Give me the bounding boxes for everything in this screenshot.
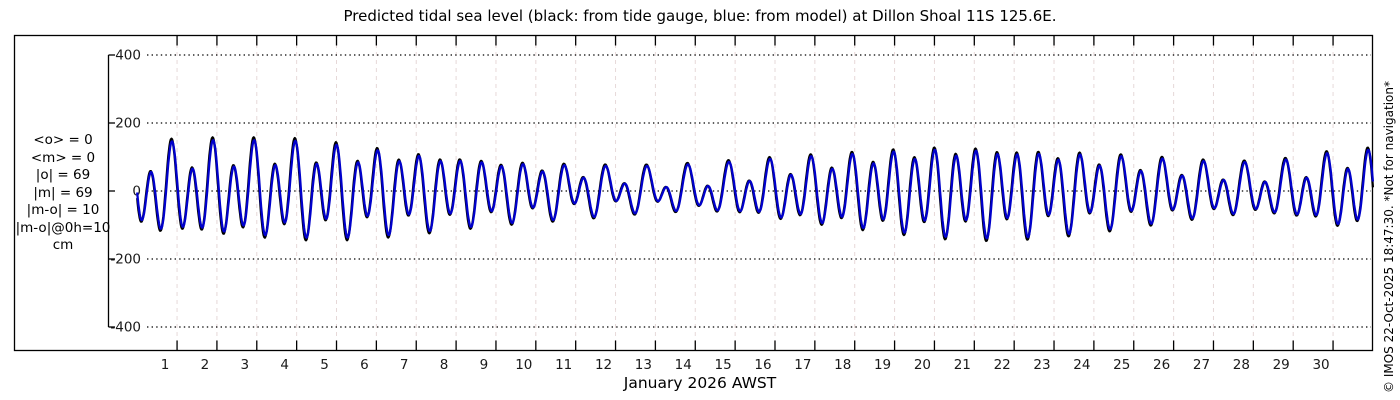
x-tick-label: 1 xyxy=(161,357,170,373)
x-tick-label: 7 xyxy=(400,357,409,373)
x-tick-label: 5 xyxy=(320,357,329,373)
x-tick-label: 11 xyxy=(555,357,572,373)
stat-line: |m| = 69 xyxy=(33,184,93,201)
x-tick-label: 16 xyxy=(754,357,771,373)
x-tick-label: 12 xyxy=(595,357,612,373)
stat-line: |m-o|@0h=10 xyxy=(15,219,111,236)
stat-line: cm xyxy=(52,237,74,253)
stat-line: <m> = 0 xyxy=(30,149,96,166)
x-tick-label: 21 xyxy=(954,357,971,373)
x-tick-label: 24 xyxy=(1073,357,1090,373)
x-tick-label: 8 xyxy=(440,357,449,373)
x-tick-label: 2 xyxy=(201,357,210,373)
x-tick-label: 19 xyxy=(874,357,891,373)
x-tick-label: 4 xyxy=(280,357,289,373)
x-tick-label: 30 xyxy=(1312,357,1329,373)
model-series-line xyxy=(136,139,1375,240)
copyright-watermark: © IMOS 22-Oct-2025 18:47:30. *Not for na… xyxy=(1382,81,1396,393)
y-tick-label: -200 xyxy=(110,252,141,268)
stat-line: <o> = 0 xyxy=(33,132,93,148)
x-tick-label: 10 xyxy=(515,357,532,373)
x-tick-label: 29 xyxy=(1273,357,1290,373)
x-tick-label: 3 xyxy=(240,357,249,373)
x-tick-label: 18 xyxy=(834,357,851,373)
stat-line: |o| = 69 xyxy=(35,167,91,183)
x-tick-label: 17 xyxy=(794,357,811,373)
x-tick-label: 6 xyxy=(360,357,369,373)
stats-panel: <o> = 0 <m> = 0 |o| = 69 |m| = 69 |m-o| = 10… xyxy=(0,132,126,255)
x-tick-label: 26 xyxy=(1153,357,1170,373)
x-tick-label: 20 xyxy=(914,357,931,373)
x-tick-label: 9 xyxy=(480,357,489,373)
x-tick-label: 15 xyxy=(715,357,732,373)
x-tick-label: 22 xyxy=(994,357,1011,373)
gauge-series-line xyxy=(136,136,1375,243)
x-tick-label: 27 xyxy=(1193,357,1210,373)
chart-title: Predicted tidal sea level (black: from t… xyxy=(343,7,1057,25)
y-tick-label: 400 xyxy=(115,48,141,64)
x-tick-label: 13 xyxy=(635,357,652,373)
x-tick-label: 23 xyxy=(1033,357,1050,373)
stat-line: |m-o| = 10 xyxy=(26,202,100,218)
plot-frame xyxy=(13,34,1374,352)
y-tick-label: -400 xyxy=(110,320,141,336)
x-tick-label: 25 xyxy=(1113,357,1130,373)
y-tick-label: 0 xyxy=(132,184,141,200)
x-tick-label: 14 xyxy=(675,357,692,373)
x-tick-label: 28 xyxy=(1233,357,1250,373)
x-axis-title: January 2026 AWST xyxy=(623,374,777,392)
y-tick-label: 200 xyxy=(115,116,141,132)
